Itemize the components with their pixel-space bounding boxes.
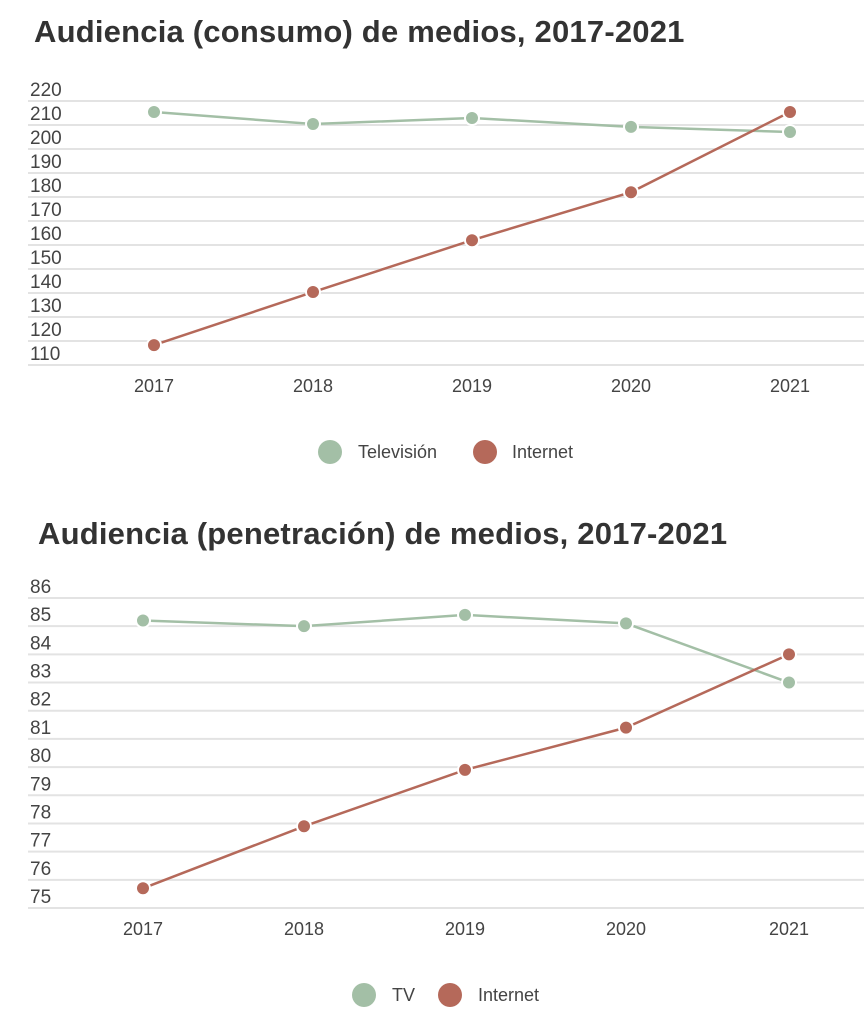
data-point	[146, 104, 162, 121]
data-point	[305, 284, 321, 301]
data-point	[781, 674, 797, 691]
y-tick-label: 85	[30, 605, 51, 626]
y-tick-label: 77	[30, 831, 51, 852]
y-tick-label: 75	[30, 887, 51, 908]
y-tick-label: 110	[30, 344, 60, 365]
y-tick-label: 80	[30, 746, 51, 767]
data-point	[457, 761, 473, 778]
data-point	[782, 123, 798, 140]
x-tick-label: 2017	[134, 376, 174, 396]
legend-label: Internet	[512, 442, 573, 462]
chart-1: 220 210 200 190 180 170 160 150 140 130 120 110 2017…	[28, 80, 864, 464]
x-tick-label: 2019	[445, 919, 485, 939]
x-tick-label: 2021	[770, 376, 810, 396]
data-point	[146, 337, 162, 354]
x-tick-label: 2018	[293, 376, 333, 396]
x-tick-label: 2020	[606, 919, 646, 939]
data-point	[782, 104, 798, 121]
series-line-internet	[153, 110, 791, 347]
x-tick-label: 2021	[769, 919, 809, 939]
data-point	[457, 606, 473, 623]
data-point	[618, 719, 634, 736]
y-tick-label: 130	[30, 296, 62, 317]
chart-2-title: Audiencia (penetración) de medios, 2017-…	[38, 516, 728, 551]
y-tick-label: 150	[30, 248, 62, 269]
legend-marker	[318, 440, 342, 464]
legend-marker	[352, 983, 376, 1007]
y-tick-label: 160	[30, 224, 62, 245]
legend-marker	[438, 983, 462, 1007]
y-tick-label: 220	[30, 80, 62, 101]
y-tick-label: 79	[30, 774, 51, 795]
data-point	[623, 184, 639, 201]
data-point	[135, 612, 151, 629]
x-tick-label: 2020	[611, 376, 651, 396]
data-point	[296, 818, 312, 835]
x-tick-label: 2019	[452, 376, 492, 396]
data-point	[305, 116, 321, 133]
legend-label: Televisión	[358, 442, 437, 462]
y-tick-label: 120	[30, 320, 62, 341]
y-tick-label: 84	[30, 633, 52, 654]
y-tick-label: 190	[30, 152, 62, 173]
legend-label: Internet	[478, 985, 539, 1005]
y-tick-label: 78	[30, 802, 51, 823]
y-tick-label: 180	[30, 176, 62, 197]
x-tick-label: 2018	[284, 919, 324, 939]
chart-2: 86 85 84 83 82 81 80 79 78 77 76 75 2017 2018 2019 2020…	[28, 577, 864, 1007]
y-tick-label: 86	[30, 577, 51, 598]
data-point	[464, 232, 480, 249]
y-tick-label: 170	[30, 200, 62, 221]
series-line-tv	[142, 613, 790, 684]
data-point	[296, 618, 312, 635]
y-tick-label: 83	[30, 662, 51, 683]
data-point	[781, 646, 797, 663]
legend-marker	[473, 440, 497, 464]
y-tick-label: 140	[30, 272, 62, 293]
data-point	[464, 110, 480, 127]
chart-1-title: Audiencia (consumo) de medios, 2017-2021	[34, 14, 685, 49]
y-tick-label: 210	[30, 104, 62, 125]
data-point	[623, 118, 639, 135]
data-point	[135, 880, 151, 897]
y-tick-label: 81	[30, 718, 51, 739]
y-tick-label: 200	[30, 128, 62, 149]
legend-label: TV	[392, 985, 415, 1005]
data-point	[618, 615, 634, 632]
x-tick-label: 2017	[123, 919, 163, 939]
y-tick-label: 82	[30, 690, 51, 711]
y-tick-label: 76	[30, 859, 51, 880]
